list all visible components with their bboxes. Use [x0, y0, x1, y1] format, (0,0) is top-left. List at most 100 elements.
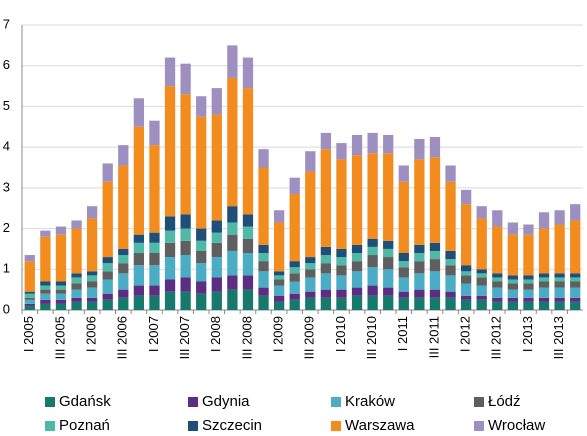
bar-segment: [86, 275, 98, 282]
bar-segment: [118, 248, 129, 256]
bar-segment: [118, 273, 129, 290]
bar-segment: [196, 250, 207, 264]
bar-segment: [71, 301, 82, 310]
bar-segment: [227, 275, 238, 290]
bar-segment: [351, 155, 363, 245]
x-tick-label: I 2011: [395, 316, 410, 351]
bar-segment: [367, 285, 378, 296]
bar-segment: [429, 136, 441, 158]
bar-segment: [227, 234, 238, 251]
bar-segment: [71, 277, 82, 284]
bar-segment: [289, 193, 300, 262]
bar-segment: [211, 88, 222, 115]
bar-segment: [164, 216, 176, 231]
bar-segment: [273, 275, 285, 280]
bar-segment: [149, 120, 160, 146]
bar-segment: [429, 271, 441, 290]
bar-segment: [149, 265, 160, 286]
bar-segment: [554, 297, 565, 302]
bar-segment: [492, 210, 503, 227]
bar-segment: [289, 299, 300, 310]
bar-segment: [180, 63, 191, 95]
y-tick-label: 0: [3, 301, 10, 316]
bar-segment: [164, 86, 176, 217]
bar-segment: [492, 301, 503, 310]
bar-segment: [336, 143, 347, 160]
bar-segment: [320, 273, 332, 290]
bar-segment: [460, 204, 472, 266]
y-tick-label: 6: [3, 57, 10, 72]
bar-segment: [460, 271, 472, 276]
bar-segment: [320, 297, 332, 310]
bar-segment: [180, 94, 191, 215]
bar-segment: [196, 116, 207, 229]
bar-segment: [86, 301, 98, 310]
y-tick-label: 2: [3, 220, 10, 235]
bar-segment: [336, 159, 347, 249]
bar-segment: [102, 299, 113, 310]
bar-segment: [258, 253, 269, 262]
bar-segment: [211, 277, 222, 292]
bar-segment: [445, 291, 456, 298]
bar-segment: [429, 297, 441, 310]
bar-segment: [570, 273, 581, 278]
x-tick-label: III 2006: [115, 316, 130, 359]
bar-segment: [523, 234, 534, 276]
bar-segment: [227, 250, 238, 276]
bar-segment: [102, 263, 113, 272]
bar-segment: [102, 163, 113, 182]
bar-segment: [398, 261, 409, 268]
bar-segment: [414, 139, 425, 160]
bar-segment: [149, 145, 160, 233]
bar-segment: [242, 88, 254, 215]
bar-segment: [55, 285, 67, 290]
legend-swatch: [45, 397, 55, 407]
bar-segment: [492, 287, 503, 298]
bar-segment: [398, 165, 409, 182]
bar-segment: [476, 277, 487, 286]
bar-segment: [398, 267, 409, 278]
bar-segment: [476, 295, 487, 300]
bar-segment: [476, 273, 487, 278]
bar-segment: [460, 189, 472, 205]
bar-segment: [196, 96, 207, 117]
bar-segment: [429, 289, 441, 298]
bar-segment: [305, 257, 316, 264]
bar-segment: [289, 177, 300, 194]
bar-segment: [102, 271, 113, 280]
bar-segment: [305, 269, 316, 278]
bar-segment: [40, 299, 51, 304]
bar-segment: [523, 279, 534, 284]
bar-segment: [492, 277, 503, 282]
bar-segment: [351, 134, 363, 156]
legend-swatch: [331, 397, 341, 407]
bar-segment: [538, 228, 550, 274]
bar-segment: [570, 297, 581, 302]
x-tick-label: I 2007: [146, 316, 161, 352]
bar-segment: [211, 114, 222, 221]
bar-segment: [273, 285, 285, 296]
bar-segment: [258, 287, 269, 296]
legend-label: Poznań: [59, 417, 110, 434]
bar-segment: [55, 303, 67, 310]
bar-segment: [507, 234, 519, 276]
bar-segment: [133, 242, 145, 253]
bar-segment: [492, 273, 503, 278]
bar-segment: [86, 297, 98, 302]
bar-segment: [242, 226, 254, 239]
bar-segment: [398, 291, 409, 298]
y-tick-label: 5: [3, 98, 10, 113]
bar-segment: [164, 279, 176, 292]
bar-segment: [180, 277, 191, 292]
bar-segment: [507, 283, 519, 290]
x-tick-label: I 2013: [520, 316, 535, 352]
x-tick-label: III 2011: [426, 316, 441, 358]
bar-segment: [367, 295, 378, 310]
bar-segment: [523, 297, 534, 302]
bar-segment: [351, 244, 363, 253]
bar-segment: [398, 277, 409, 292]
bar-segment: [305, 151, 316, 172]
bar-segment: [196, 293, 207, 310]
bar-segment: [383, 257, 394, 270]
bar-segment: [211, 232, 222, 243]
